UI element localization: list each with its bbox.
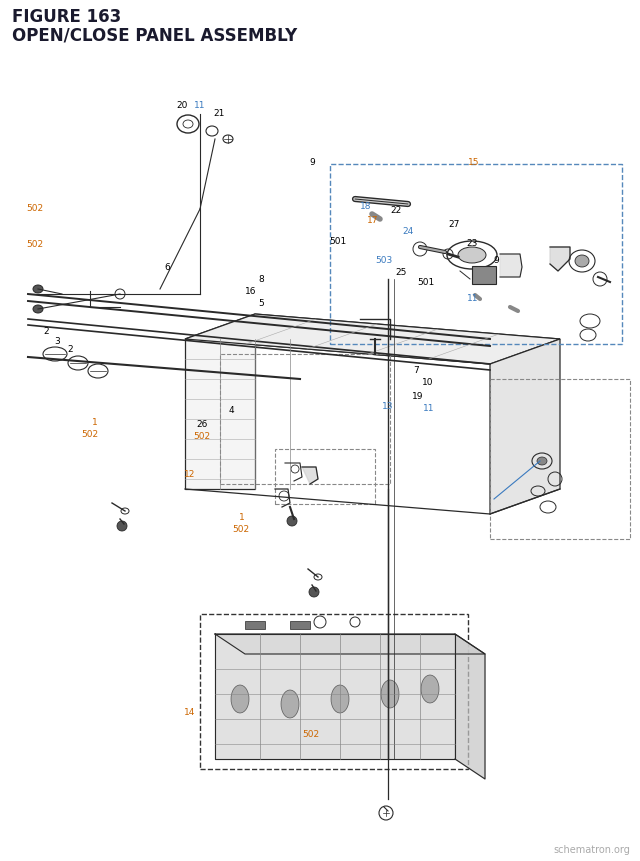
Text: 25: 25 [395, 268, 406, 276]
Text: 18: 18 [360, 202, 372, 211]
Text: 11: 11 [467, 294, 478, 302]
Text: 9: 9 [494, 256, 499, 264]
Text: 502: 502 [194, 431, 211, 440]
Text: 6: 6 [165, 263, 170, 271]
Text: 27: 27 [449, 220, 460, 228]
Text: 12: 12 [184, 469, 195, 478]
Text: 23: 23 [467, 238, 478, 247]
Text: 19: 19 [412, 392, 423, 400]
Bar [200, 614, 468, 769]
Text: 24: 24 [403, 226, 414, 235]
Text: 2: 2 [68, 345, 73, 354]
Polygon shape [500, 255, 522, 278]
Text: OPEN/CLOSE PANEL ASSEMBLY: OPEN/CLOSE PANEL ASSEMBLY [12, 26, 297, 44]
Bar [275, 449, 375, 505]
Ellipse shape [331, 685, 349, 713]
Bar [220, 355, 390, 485]
Text: FIGURE 163: FIGURE 163 [12, 8, 121, 26]
Text: 10: 10 [422, 378, 433, 387]
Ellipse shape [575, 256, 589, 268]
Polygon shape [550, 248, 570, 272]
Text: 9: 9 [310, 158, 315, 166]
Text: 4: 4 [229, 406, 234, 414]
Polygon shape [490, 339, 560, 514]
Polygon shape [215, 635, 485, 654]
Ellipse shape [381, 680, 399, 709]
Ellipse shape [231, 685, 249, 713]
Bar [245, 622, 265, 629]
Text: 13: 13 [382, 402, 394, 411]
Text: 26: 26 [196, 419, 208, 428]
Bar [472, 267, 496, 285]
Text: 503: 503 [376, 256, 392, 264]
Bar [490, 380, 630, 539]
Text: 20: 20 [177, 101, 188, 109]
Bar [290, 622, 310, 629]
Text: 16: 16 [245, 287, 257, 295]
Text: 17: 17 [367, 216, 378, 225]
Text: 8: 8 [259, 275, 264, 283]
Polygon shape [215, 635, 455, 759]
Text: 1: 1 [92, 418, 97, 426]
Circle shape [287, 517, 297, 526]
Ellipse shape [458, 248, 486, 263]
Polygon shape [455, 635, 485, 779]
Text: 7: 7 [413, 366, 419, 375]
Text: 21: 21 [213, 109, 225, 118]
Text: 502: 502 [81, 430, 98, 438]
Text: 502: 502 [303, 729, 319, 738]
Text: 502: 502 [27, 240, 44, 249]
Text: 3: 3 [55, 337, 60, 345]
Text: 15: 15 [468, 158, 479, 166]
Ellipse shape [421, 675, 439, 703]
Ellipse shape [281, 691, 299, 718]
Text: 1: 1 [239, 512, 244, 521]
Text: schematron.org: schematron.org [553, 844, 630, 854]
Text: 11: 11 [423, 404, 435, 412]
Ellipse shape [33, 306, 43, 313]
Ellipse shape [537, 457, 547, 466]
Text: 11: 11 [194, 101, 205, 109]
Text: 22: 22 [390, 206, 401, 214]
Circle shape [309, 587, 319, 598]
Text: 2: 2 [44, 326, 49, 335]
Circle shape [117, 522, 127, 531]
Text: 502: 502 [27, 204, 44, 213]
Text: 5: 5 [259, 299, 264, 307]
Text: 502: 502 [232, 524, 249, 533]
Polygon shape [302, 468, 318, 485]
Bar [330, 164, 622, 344]
Polygon shape [185, 314, 255, 489]
Text: 501: 501 [330, 237, 346, 245]
Ellipse shape [33, 286, 43, 294]
Text: 14: 14 [184, 707, 195, 715]
Text: 501: 501 [417, 278, 434, 287]
Polygon shape [185, 314, 560, 364]
